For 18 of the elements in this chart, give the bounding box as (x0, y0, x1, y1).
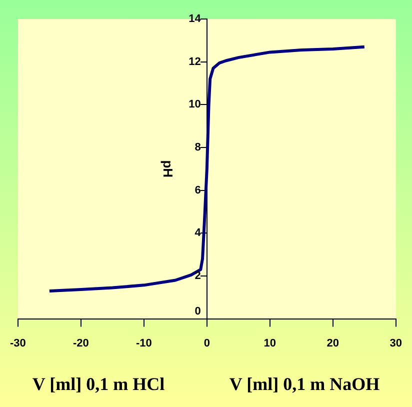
x-tick-label: 20 (326, 337, 340, 350)
y-tick-label: 8 (194, 142, 201, 154)
y-tick-label: 6 (194, 184, 201, 196)
y-tick-label: 14 (188, 13, 202, 26)
y-tick-label: 0 (194, 305, 201, 318)
x-tick-label: -30 (10, 337, 26, 350)
x-tick-label: 10 (264, 337, 276, 350)
x-tick-label: 30 (390, 337, 402, 350)
y-tick-label: 4 (194, 227, 202, 240)
x-tick-label: -10 (136, 337, 152, 350)
x-tick-label: -20 (72, 337, 89, 350)
x-tick-label: 0 (204, 337, 210, 350)
y-tick-label: 12 (188, 56, 201, 68)
y-axis-title: pH (160, 160, 176, 178)
text: V [ml] 0,1 m NaOH (229, 374, 380, 395)
y-tick-label: 2 (194, 270, 201, 282)
y-tick-label: 10 (188, 98, 201, 111)
text: V [ml] 0,1 m HCl (32, 374, 165, 395)
